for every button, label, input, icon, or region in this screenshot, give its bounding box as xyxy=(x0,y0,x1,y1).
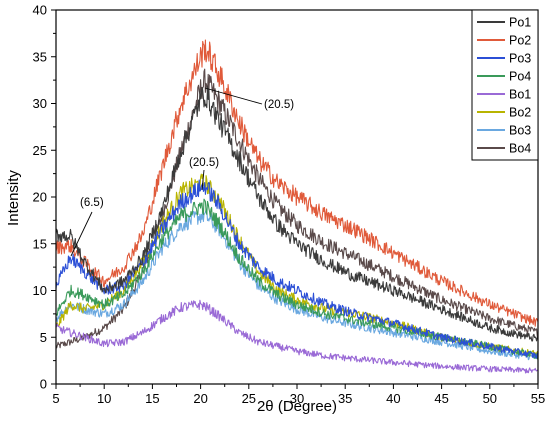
series-layer xyxy=(55,39,539,374)
x-tick-label: 20 xyxy=(193,391,207,406)
legend: Po1 Po2 Po3 Po4 Bo1 Bo2 Bo3 Bo4 xyxy=(471,9,539,161)
y-tick-label: 35 xyxy=(33,49,47,64)
legend-label-po1: Po1 xyxy=(509,16,531,30)
legend-box xyxy=(471,9,539,161)
series-line-po3 xyxy=(55,179,539,359)
x-tick-label: 45 xyxy=(434,391,448,406)
x-tick-label: 55 xyxy=(531,391,545,406)
x-tick-label: 40 xyxy=(386,391,400,406)
annotation-leader xyxy=(70,211,93,257)
legend-label-bo2: Bo2 xyxy=(509,106,531,120)
y-axis-title: Intensity xyxy=(5,170,22,226)
y-tick-label: 25 xyxy=(33,143,47,158)
x-tick-label: 25 xyxy=(242,391,256,406)
y-tick-label: 15 xyxy=(33,236,47,251)
series-line-bo4 xyxy=(55,68,539,349)
x-tick-label: 5 xyxy=(52,391,59,406)
y-tick-label: 40 xyxy=(33,3,47,18)
series-line-po1 xyxy=(55,85,538,342)
annotation-leader xyxy=(201,169,205,191)
x-tick-label: 10 xyxy=(97,391,111,406)
annotations: (6.5) (20.5) (20.5) xyxy=(70,87,294,257)
x-tick-label: 35 xyxy=(338,391,352,406)
y-tick-label: 0 xyxy=(40,377,47,392)
x-tick-label: 50 xyxy=(483,391,497,406)
y-tick-label: 20 xyxy=(33,190,47,205)
legend-label-po3: Po3 xyxy=(509,52,531,66)
x-tick-label: 30 xyxy=(290,391,304,406)
legend-label-po4: Po4 xyxy=(509,70,531,84)
y-tick-label: 30 xyxy=(33,96,47,111)
legend-label-bo3: Bo3 xyxy=(509,124,531,138)
y-tick-label: 5 xyxy=(40,330,47,345)
peak-annotation: (6.5) xyxy=(80,197,104,209)
legend-label-bo4: Bo4 xyxy=(509,142,531,156)
series-line-bo1 xyxy=(55,299,539,374)
annotation-leader xyxy=(204,87,263,105)
peak-annotation: (20.5) xyxy=(189,157,219,169)
series-line-bo3 xyxy=(55,207,539,361)
x-axis-title: 2θ (Degree) xyxy=(257,398,337,415)
series-line-po2 xyxy=(55,39,539,327)
x-tick-label: 15 xyxy=(145,391,159,406)
legend-label-po2: Po2 xyxy=(509,34,531,48)
y-tick-label: 10 xyxy=(33,283,47,298)
peak-annotation: (20.5) xyxy=(264,99,294,111)
legend-label-bo1: Bo1 xyxy=(509,88,531,102)
